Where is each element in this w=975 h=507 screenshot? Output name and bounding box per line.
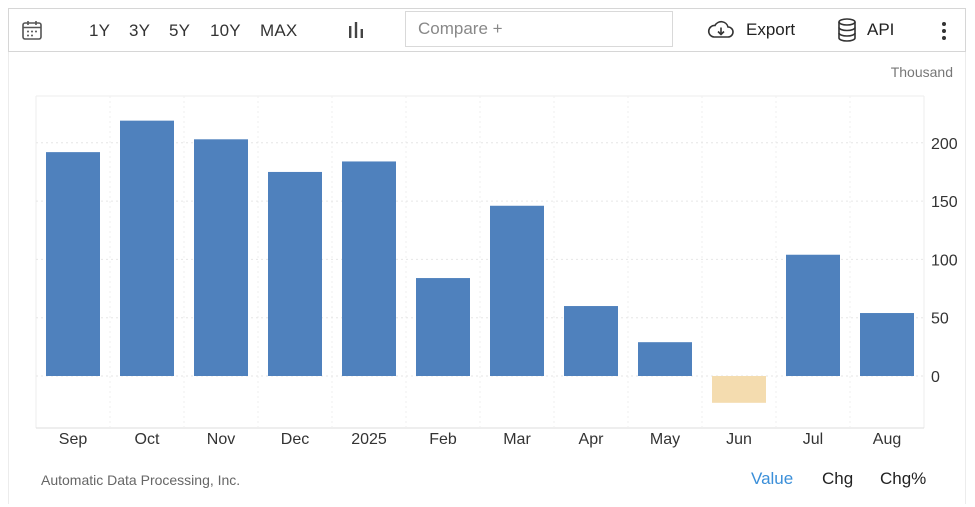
export-button[interactable]: Export (746, 20, 796, 39)
range-10y-button[interactable]: 10Y (210, 21, 241, 40)
x-tick-label: Sep (59, 431, 88, 448)
bar (268, 171, 322, 376)
source-label: Automatic Data Processing, Inc. (41, 472, 241, 488)
bar (46, 152, 100, 376)
bar (860, 313, 914, 376)
bar (416, 278, 470, 376)
api-button[interactable]: API (867, 20, 895, 39)
calendar-icon[interactable] (21, 19, 43, 41)
chart-panel (8, 52, 966, 504)
bar (712, 376, 766, 403)
tab-value[interactable]: Value (751, 469, 794, 488)
range-5y-button[interactable]: 5Y (169, 21, 191, 40)
y-tick-label: 100 (931, 252, 958, 269)
compare-input[interactable] (405, 11, 673, 47)
x-tick-label: Aug (873, 431, 901, 448)
x-tick-label: May (650, 431, 680, 448)
bar (638, 342, 692, 376)
unit-label: Thousand (891, 64, 953, 80)
bar (342, 161, 396, 376)
more-vertical-icon[interactable] (939, 19, 949, 43)
x-tick-label: 2025 (351, 431, 387, 448)
x-tick-label: Nov (207, 431, 235, 448)
x-tick-label: Dec (281, 431, 309, 448)
range-3y-button[interactable]: 3Y (129, 21, 151, 40)
bar (120, 120, 174, 377)
bar (194, 139, 248, 376)
chart-toolbar: 1Y 3Y 5Y 10Y MAX Export API (8, 8, 966, 52)
bar (564, 306, 618, 376)
bar (490, 205, 544, 376)
y-tick-label: 50 (931, 311, 949, 328)
range-1y-button[interactable]: 1Y (89, 21, 111, 40)
y-tick-label: 150 (931, 194, 958, 211)
cloud-download-icon[interactable] (707, 19, 735, 41)
x-tick-label: Jul (803, 431, 823, 448)
x-tick-label: Feb (429, 431, 457, 448)
y-tick-label: 0 (931, 369, 940, 386)
bar-chart: 0 50 100 150 200 Sep Oct Nov Dec 2025 Feb Mar Apr May… (35, 64, 958, 448)
bar-chart-icon[interactable] (346, 20, 366, 40)
tab-chg[interactable]: Chg (822, 469, 854, 488)
range-max-button[interactable]: MAX (260, 21, 298, 40)
tab-chg-percent[interactable]: Chg% (880, 469, 927, 488)
x-tick-label: Jun (726, 431, 752, 448)
bar (786, 254, 840, 376)
database-icon[interactable] (837, 17, 857, 43)
x-tick-label: Mar (503, 431, 531, 448)
x-tick-label: Apr (579, 431, 605, 448)
x-tick-label: Oct (135, 431, 160, 448)
y-tick-label: 200 (931, 136, 958, 153)
